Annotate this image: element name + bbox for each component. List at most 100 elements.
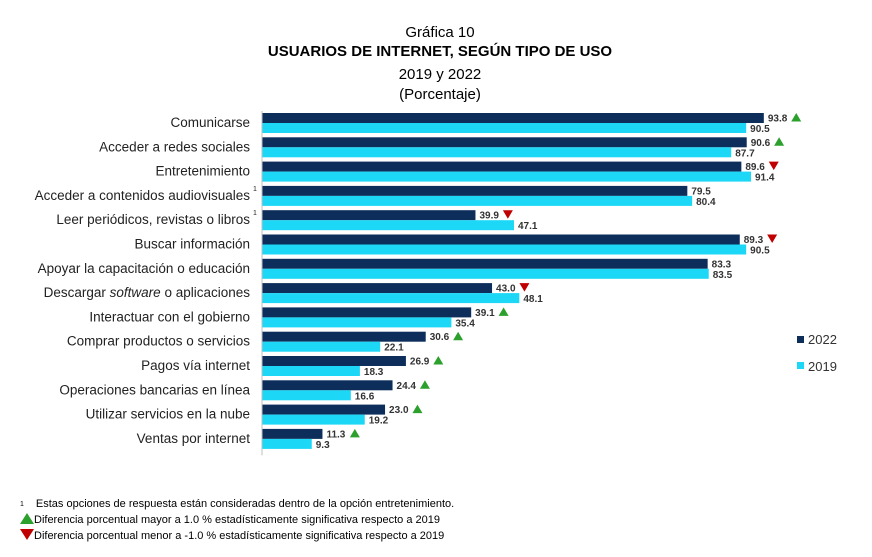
data-label-2019: 22.1 <box>384 343 404 354</box>
footnote-1: 1 Estas opciones de respuesta están consi… <box>20 496 454 512</box>
data-label-2019: 83.5 <box>713 270 733 281</box>
triangle-up-icon <box>412 404 423 414</box>
data-label-2022: 23.0 <box>389 405 409 416</box>
data-label-2019: 90.5 <box>750 124 770 135</box>
footnote-up-text: Diferencia porcentual mayor a 1.0 % esta… <box>34 514 440 526</box>
bar-2019 <box>262 195 693 206</box>
data-label-2022: 30.6 <box>430 332 450 343</box>
data-label-2019: 48.1 <box>523 294 543 305</box>
category-label: Acceder a redes sociales <box>99 139 250 154</box>
bar-2022 <box>262 428 323 439</box>
bar-2019 <box>262 147 732 158</box>
category-label: Ventas por internet <box>137 431 251 446</box>
triangle-down-icon <box>502 210 513 219</box>
category-label: Pagos vía internet <box>141 358 250 373</box>
category-label: Descargar software o aplicaciones <box>44 285 251 300</box>
triangle-down-icon <box>768 161 779 171</box>
category-label: Interactuar con el gobierno <box>89 309 250 324</box>
bar-2019 <box>262 244 747 255</box>
bar-2019 <box>262 317 452 328</box>
category-label: Operaciones bancarias en línea <box>59 382 250 397</box>
data-label-2019: 16.6 <box>355 391 375 402</box>
chart-unit: (Porcentaje) <box>399 86 481 103</box>
bar-2022 <box>262 210 476 221</box>
data-label-2022: 89.6 <box>745 162 765 173</box>
bar-2019 <box>262 438 312 449</box>
data-label-2022: 26.9 <box>410 357 430 368</box>
data-label-2022: 90.6 <box>751 138 771 149</box>
triangle-up-icon <box>498 307 509 316</box>
data-label-2022: 43.0 <box>496 284 516 295</box>
bar-2022 <box>262 258 708 269</box>
data-label-2019: 87.7 <box>735 148 755 159</box>
data-label-2022: 39.1 <box>475 308 495 319</box>
category-label: Leer periódicos, revistas o libros <box>56 212 250 227</box>
data-label-2022: 93.8 <box>768 114 788 125</box>
triangle-down-icon <box>20 529 34 540</box>
data-label-2022: 79.5 <box>691 186 711 197</box>
category-label: Utilizar servicios en la nube <box>86 407 250 422</box>
triangle-down-icon <box>767 234 778 243</box>
bar-2022 <box>262 137 747 148</box>
bar-2022 <box>262 331 426 342</box>
bar-2022 <box>262 356 406 366</box>
data-label-2022: 11.3 <box>326 429 345 440</box>
data-label-2022: 89.3 <box>744 235 764 246</box>
bar-2019 <box>262 123 747 133</box>
bar-2022 <box>262 234 740 245</box>
triangle-up-icon <box>791 113 802 122</box>
category-label: Acceder a contenidos audiovisuales <box>35 188 251 203</box>
triangle-up-icon <box>20 513 34 524</box>
bar-2022 <box>262 404 386 415</box>
data-label-2022: 24.4 <box>397 381 417 392</box>
bar-2019 <box>262 390 351 401</box>
category-label: Comunicarse <box>170 115 250 130</box>
legend-swatch-2019 <box>797 362 804 369</box>
data-label-2019: 47.1 <box>518 221 538 232</box>
footnote-1-text: Estas opciones de respuesta están consid… <box>35 498 455 510</box>
bar-2019 <box>262 220 514 231</box>
footnotes: 1 Estas opciones de respuesta están consi… <box>20 496 454 544</box>
triangle-up-icon <box>419 380 430 389</box>
data-label-2022: 83.3 <box>712 259 732 270</box>
category-label: Entretenimiento <box>155 164 250 179</box>
footnote-down-text: Diferencia porcentual menor a -1.0 % est… <box>34 530 445 542</box>
chart-number: Gráfica 10 <box>405 24 475 41</box>
data-label-2019: 9.3 <box>316 440 330 451</box>
bar-2022 <box>262 185 688 196</box>
bar-2019 <box>262 366 360 376</box>
data-label-2019: 19.2 <box>369 416 389 427</box>
bar-2019 <box>262 414 365 425</box>
chart-years: 2019 y 2022 <box>398 66 482 83</box>
category-superscript: 1 <box>253 210 257 217</box>
bar-2022 <box>262 307 472 318</box>
footnote-superscript: 1 <box>20 501 24 508</box>
bar-2022 <box>262 113 764 123</box>
category-superscript: 1 <box>253 186 257 193</box>
bar-2019 <box>262 171 751 182</box>
data-label-2019: 35.4 <box>455 318 475 329</box>
triangle-up-icon <box>774 137 785 146</box>
bar-2022 <box>262 380 393 391</box>
bar-2019 <box>262 293 520 304</box>
data-label-2019: 91.4 <box>755 173 775 184</box>
legend-label-2019: 2019 <box>808 359 837 374</box>
footnote-up: Diferencia porcentual mayor a 1.0 % esta… <box>20 512 454 528</box>
data-label-2019: 80.4 <box>696 197 716 208</box>
bar-2019 <box>262 341 381 352</box>
triangle-up-icon <box>453 331 464 341</box>
legend-label-2022: 2022 <box>808 332 837 347</box>
data-label-2019: 18.3 <box>364 367 384 378</box>
category-label: Buscar información <box>134 237 250 252</box>
data-label-2022: 39.9 <box>479 211 499 222</box>
triangle-up-icon <box>349 428 360 438</box>
triangle-up-icon <box>433 356 444 365</box>
legend-swatch-2022 <box>797 336 804 343</box>
data-label-2019: 90.5 <box>750 246 770 257</box>
footnote-down: Diferencia porcentual menor a -1.0 % est… <box>20 528 454 544</box>
category-label: Apoyar la capacitación o educación <box>38 261 250 276</box>
bar-2019 <box>262 268 709 279</box>
chart-title: USUARIOS DE INTERNET, SEGÚN TIPO DE USO <box>267 43 613 60</box>
category-label: Comprar productos o servicios <box>67 334 250 349</box>
